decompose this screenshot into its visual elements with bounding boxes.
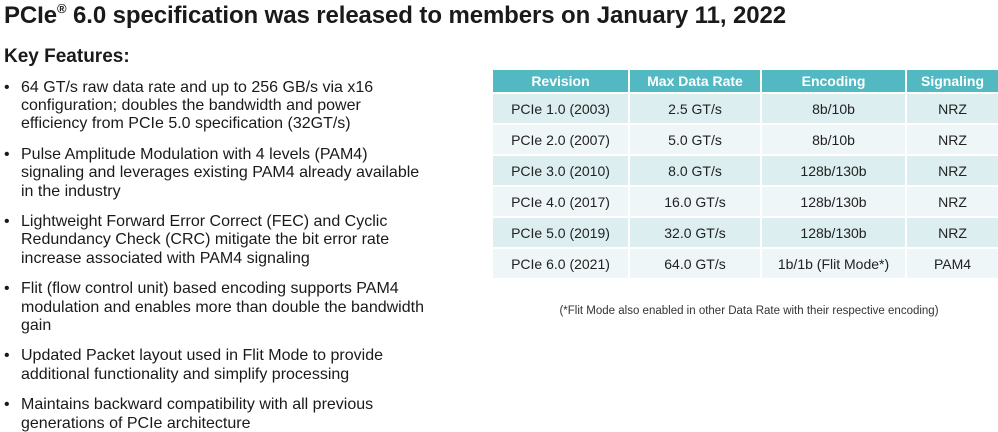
cell-max-data-rate: 32.0 GT/s (630, 218, 760, 247)
cell-encoding: 128b/130b (762, 156, 905, 185)
features-list: • 64 GT/s raw data rate and up to 256 GB/… (0, 79, 430, 432)
bullet-icon: • (4, 146, 10, 164)
feature-text: 64 GT/s raw data rate and up to 256 GB/s… (21, 79, 374, 133)
cell-encoding: 128b/130b (762, 187, 905, 216)
cell-signaling: NRZ (907, 218, 998, 247)
feature-text: Maintains backward compatibility with al… (21, 396, 374, 432)
key-features-heading: Key Features: (4, 46, 130, 67)
table-row: PCIe 6.0 (2021) 64.0 GT/s 1b/1b (Flit Mo… (493, 249, 998, 278)
table-row: PCIe 4.0 (2017) 16.0 GT/s 128b/130b NRZ (493, 187, 998, 216)
feature-item: • Updated Packet layout used in Flit Mode… (0, 347, 430, 383)
cell-revision: PCIe 1.0 (2003) (493, 94, 628, 123)
header-revision: Revision (493, 70, 628, 92)
table-row: PCIe 2.0 (2007) 5.0 GT/s 8b/10b NRZ (493, 125, 998, 154)
feature-text: Flit (flow control unit) based encoding … (21, 280, 424, 334)
cell-max-data-rate: 5.0 GT/s (630, 125, 760, 154)
pcie-revision-table: Revision Max Data Rate Encoding Signalin… (491, 68, 998, 280)
cell-revision: PCIe 2.0 (2007) (493, 125, 628, 154)
cell-revision: PCIe 6.0 (2021) (493, 249, 628, 278)
cell-signaling: PAM4 (907, 249, 998, 278)
bullet-icon: • (4, 79, 10, 96)
feature-text: Updated Packet layout used in Flit Mode … (21, 347, 383, 383)
table-row: PCIe 5.0 (2019) 32.0 GT/s 128b/130b NRZ (493, 218, 998, 247)
cell-max-data-rate: 16.0 GT/s (630, 187, 760, 216)
cell-signaling: NRZ (907, 156, 998, 185)
cell-encoding: 128b/130b (762, 218, 905, 247)
table-header-row: Revision Max Data Rate Encoding Signalin… (493, 70, 998, 92)
bullet-icon: • (4, 347, 10, 365)
feature-item: • Maintains backward compatibility with a… (0, 396, 430, 432)
registered-mark: ® (56, 1, 67, 16)
title-rest: 6.0 specification was released to member… (66, 2, 786, 29)
table-footnote: (*Flit Mode also enabled in other Data R… (559, 305, 939, 317)
table-row: PCIe 1.0 (2003) 2.5 GT/s 8b/10b NRZ (493, 94, 998, 123)
cell-encoding: 8b/10b (762, 125, 905, 154)
feature-item: • Lightweight Forward Error Correct (FEC)… (0, 213, 430, 268)
cell-signaling: NRZ (907, 94, 998, 123)
cell-revision: PCIe 3.0 (2010) (493, 156, 628, 185)
cell-revision: PCIe 5.0 (2019) (493, 218, 628, 247)
cell-max-data-rate: 64.0 GT/s (630, 249, 760, 278)
feature-text: Lightweight Forward Error Correct (FEC) … (21, 213, 390, 267)
cell-encoding: 1b/1b (Flit Mode*) (762, 249, 905, 278)
cell-revision: PCIe 4.0 (2017) (493, 187, 628, 216)
cell-signaling: NRZ (907, 187, 998, 216)
header-max-data-rate: Max Data Rate (630, 70, 760, 92)
feature-item: • 64 GT/s raw data rate and up to 256 GB/… (0, 79, 430, 134)
bullet-icon: • (4, 213, 10, 231)
header-encoding: Encoding (762, 70, 905, 92)
bullet-icon: • (4, 280, 10, 298)
feature-item: • Pulse Amplitude Modulation with 4 level… (0, 146, 430, 201)
cell-encoding: 8b/10b (762, 94, 905, 123)
header-signaling: Signaling (907, 70, 998, 92)
cell-max-data-rate: 2.5 GT/s (630, 94, 760, 123)
title-prefix: PCIe (4, 2, 57, 29)
feature-item: • Flit (flow control unit) based encoding… (0, 280, 430, 335)
feature-text: Pulse Amplitude Modulation with 4 levels… (21, 146, 420, 200)
slide-title: PCIe® 6.0 specification was released to … (4, 1, 786, 30)
table-row: PCIe 3.0 (2010) 8.0 GT/s 128b/130b NRZ (493, 156, 998, 185)
cell-signaling: NRZ (907, 125, 998, 154)
bullet-icon: • (4, 396, 10, 414)
cell-max-data-rate: 8.0 GT/s (630, 156, 760, 185)
